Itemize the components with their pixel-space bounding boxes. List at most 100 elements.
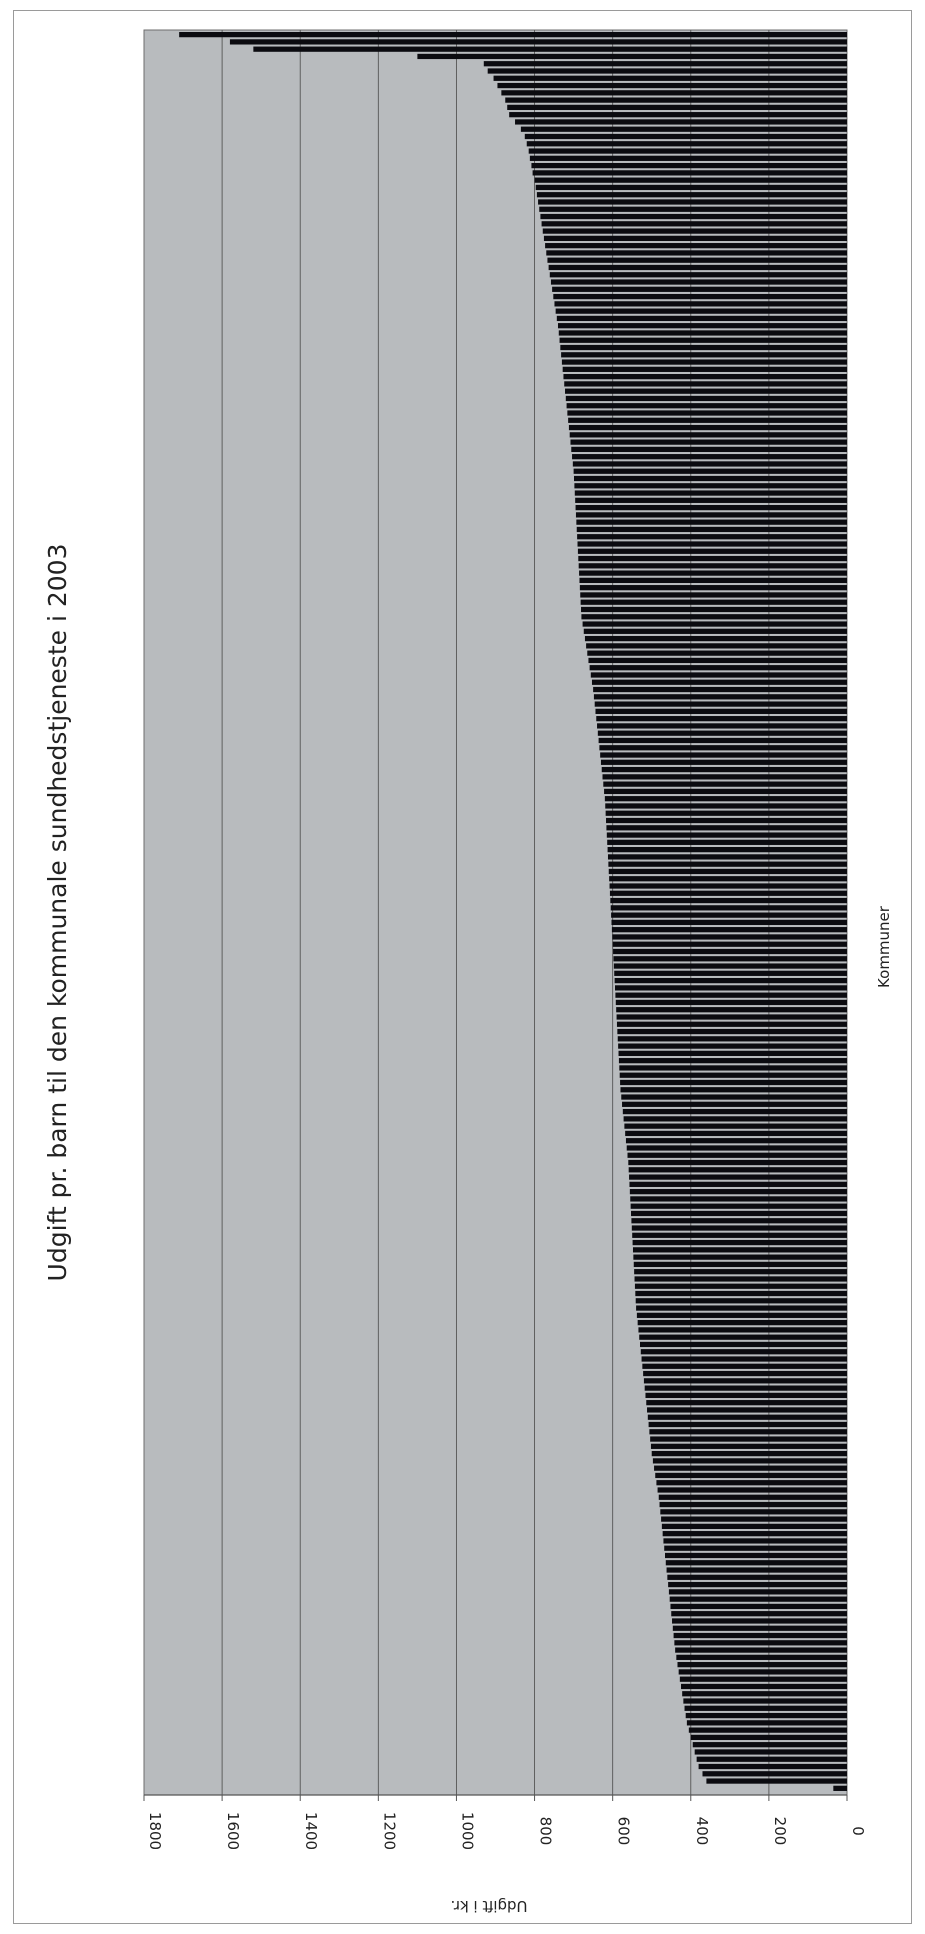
bar (676, 1654, 847, 1660)
bar (610, 897, 847, 904)
bar (524, 133, 847, 140)
bar (652, 1458, 847, 1464)
bar (640, 1341, 847, 1348)
bar (674, 1640, 847, 1646)
bar (644, 1385, 847, 1391)
bar (417, 53, 847, 60)
bar (647, 1407, 847, 1413)
bar (678, 1669, 847, 1675)
bar (619, 1072, 847, 1078)
bar (650, 1443, 847, 1449)
bar (602, 774, 847, 780)
chart-frame: 0 200 400 600 800 1000 1200 1400 1600 1800 Udgift… (13, 10, 912, 1924)
bar (635, 1298, 847, 1304)
bar (597, 730, 847, 736)
bar (581, 606, 847, 613)
bar (606, 832, 847, 838)
bar (579, 585, 847, 591)
bar (672, 1618, 847, 1624)
bar (229, 39, 847, 45)
bar (574, 475, 847, 482)
bar (631, 1218, 847, 1224)
bar (662, 1531, 847, 1537)
bar (555, 308, 847, 314)
bar (600, 752, 847, 758)
bar (558, 330, 847, 336)
bar (667, 1574, 847, 1580)
bar (565, 395, 847, 402)
bar (597, 723, 847, 729)
bar (611, 927, 847, 933)
bar (634, 1283, 847, 1289)
bar (572, 461, 847, 467)
tick-label: 1600 (224, 1812, 242, 1850)
bar (595, 708, 847, 714)
bar (638, 1327, 847, 1333)
bar (561, 352, 847, 358)
bar (605, 810, 847, 816)
bar (628, 1159, 847, 1166)
bar (570, 439, 847, 445)
bar (567, 410, 847, 416)
bar (634, 1276, 847, 1282)
bar-chart: 0 200 400 600 800 1000 1200 1400 1600 1800 Udgift… (43, 29, 893, 1915)
bar (683, 1698, 847, 1704)
bar (692, 1742, 847, 1748)
tick-label: 1200 (380, 1812, 398, 1850)
bar (539, 206, 847, 212)
bar (833, 1785, 847, 1791)
bar (629, 1181, 847, 1187)
bar (615, 992, 847, 998)
bar (501, 90, 847, 96)
bar (664, 1545, 847, 1551)
bar (613, 948, 847, 955)
bar (579, 570, 847, 576)
bar (543, 235, 847, 241)
bar (531, 162, 847, 169)
bar (578, 563, 847, 569)
bar (630, 1196, 847, 1202)
bar (659, 1501, 847, 1508)
bar (620, 1079, 847, 1086)
bar (576, 526, 847, 533)
bar (685, 1712, 847, 1719)
bar (675, 1647, 847, 1653)
bar (603, 781, 847, 787)
bar (526, 141, 847, 147)
bar (554, 301, 847, 307)
bar (682, 1691, 847, 1697)
bar (607, 839, 847, 845)
bar (632, 1239, 847, 1246)
bar (688, 1727, 847, 1733)
tick-label: 1400 (302, 1812, 320, 1850)
bar (605, 803, 847, 809)
bar (581, 614, 847, 620)
bar (538, 199, 847, 205)
bar (617, 1036, 847, 1042)
bar (589, 665, 847, 671)
bar (599, 745, 847, 751)
bar (663, 1538, 847, 1544)
bar (493, 75, 847, 81)
bar (542, 228, 847, 234)
bar (584, 635, 847, 642)
bar (669, 1596, 847, 1602)
bar (625, 1130, 847, 1137)
bar (610, 905, 847, 911)
bar (509, 112, 847, 118)
bar (552, 286, 847, 292)
bar (637, 1320, 847, 1326)
bar (655, 1472, 847, 1479)
bar (607, 854, 847, 860)
bars (179, 32, 847, 1791)
bar (562, 366, 847, 372)
bar (641, 1356, 847, 1362)
bar (619, 1065, 847, 1071)
bar (668, 1589, 847, 1595)
bar (549, 272, 847, 278)
x-axis-label: Kommuner (875, 905, 893, 988)
bar (550, 279, 847, 285)
bar (580, 599, 847, 605)
bar (575, 512, 847, 518)
bar (559, 337, 847, 343)
